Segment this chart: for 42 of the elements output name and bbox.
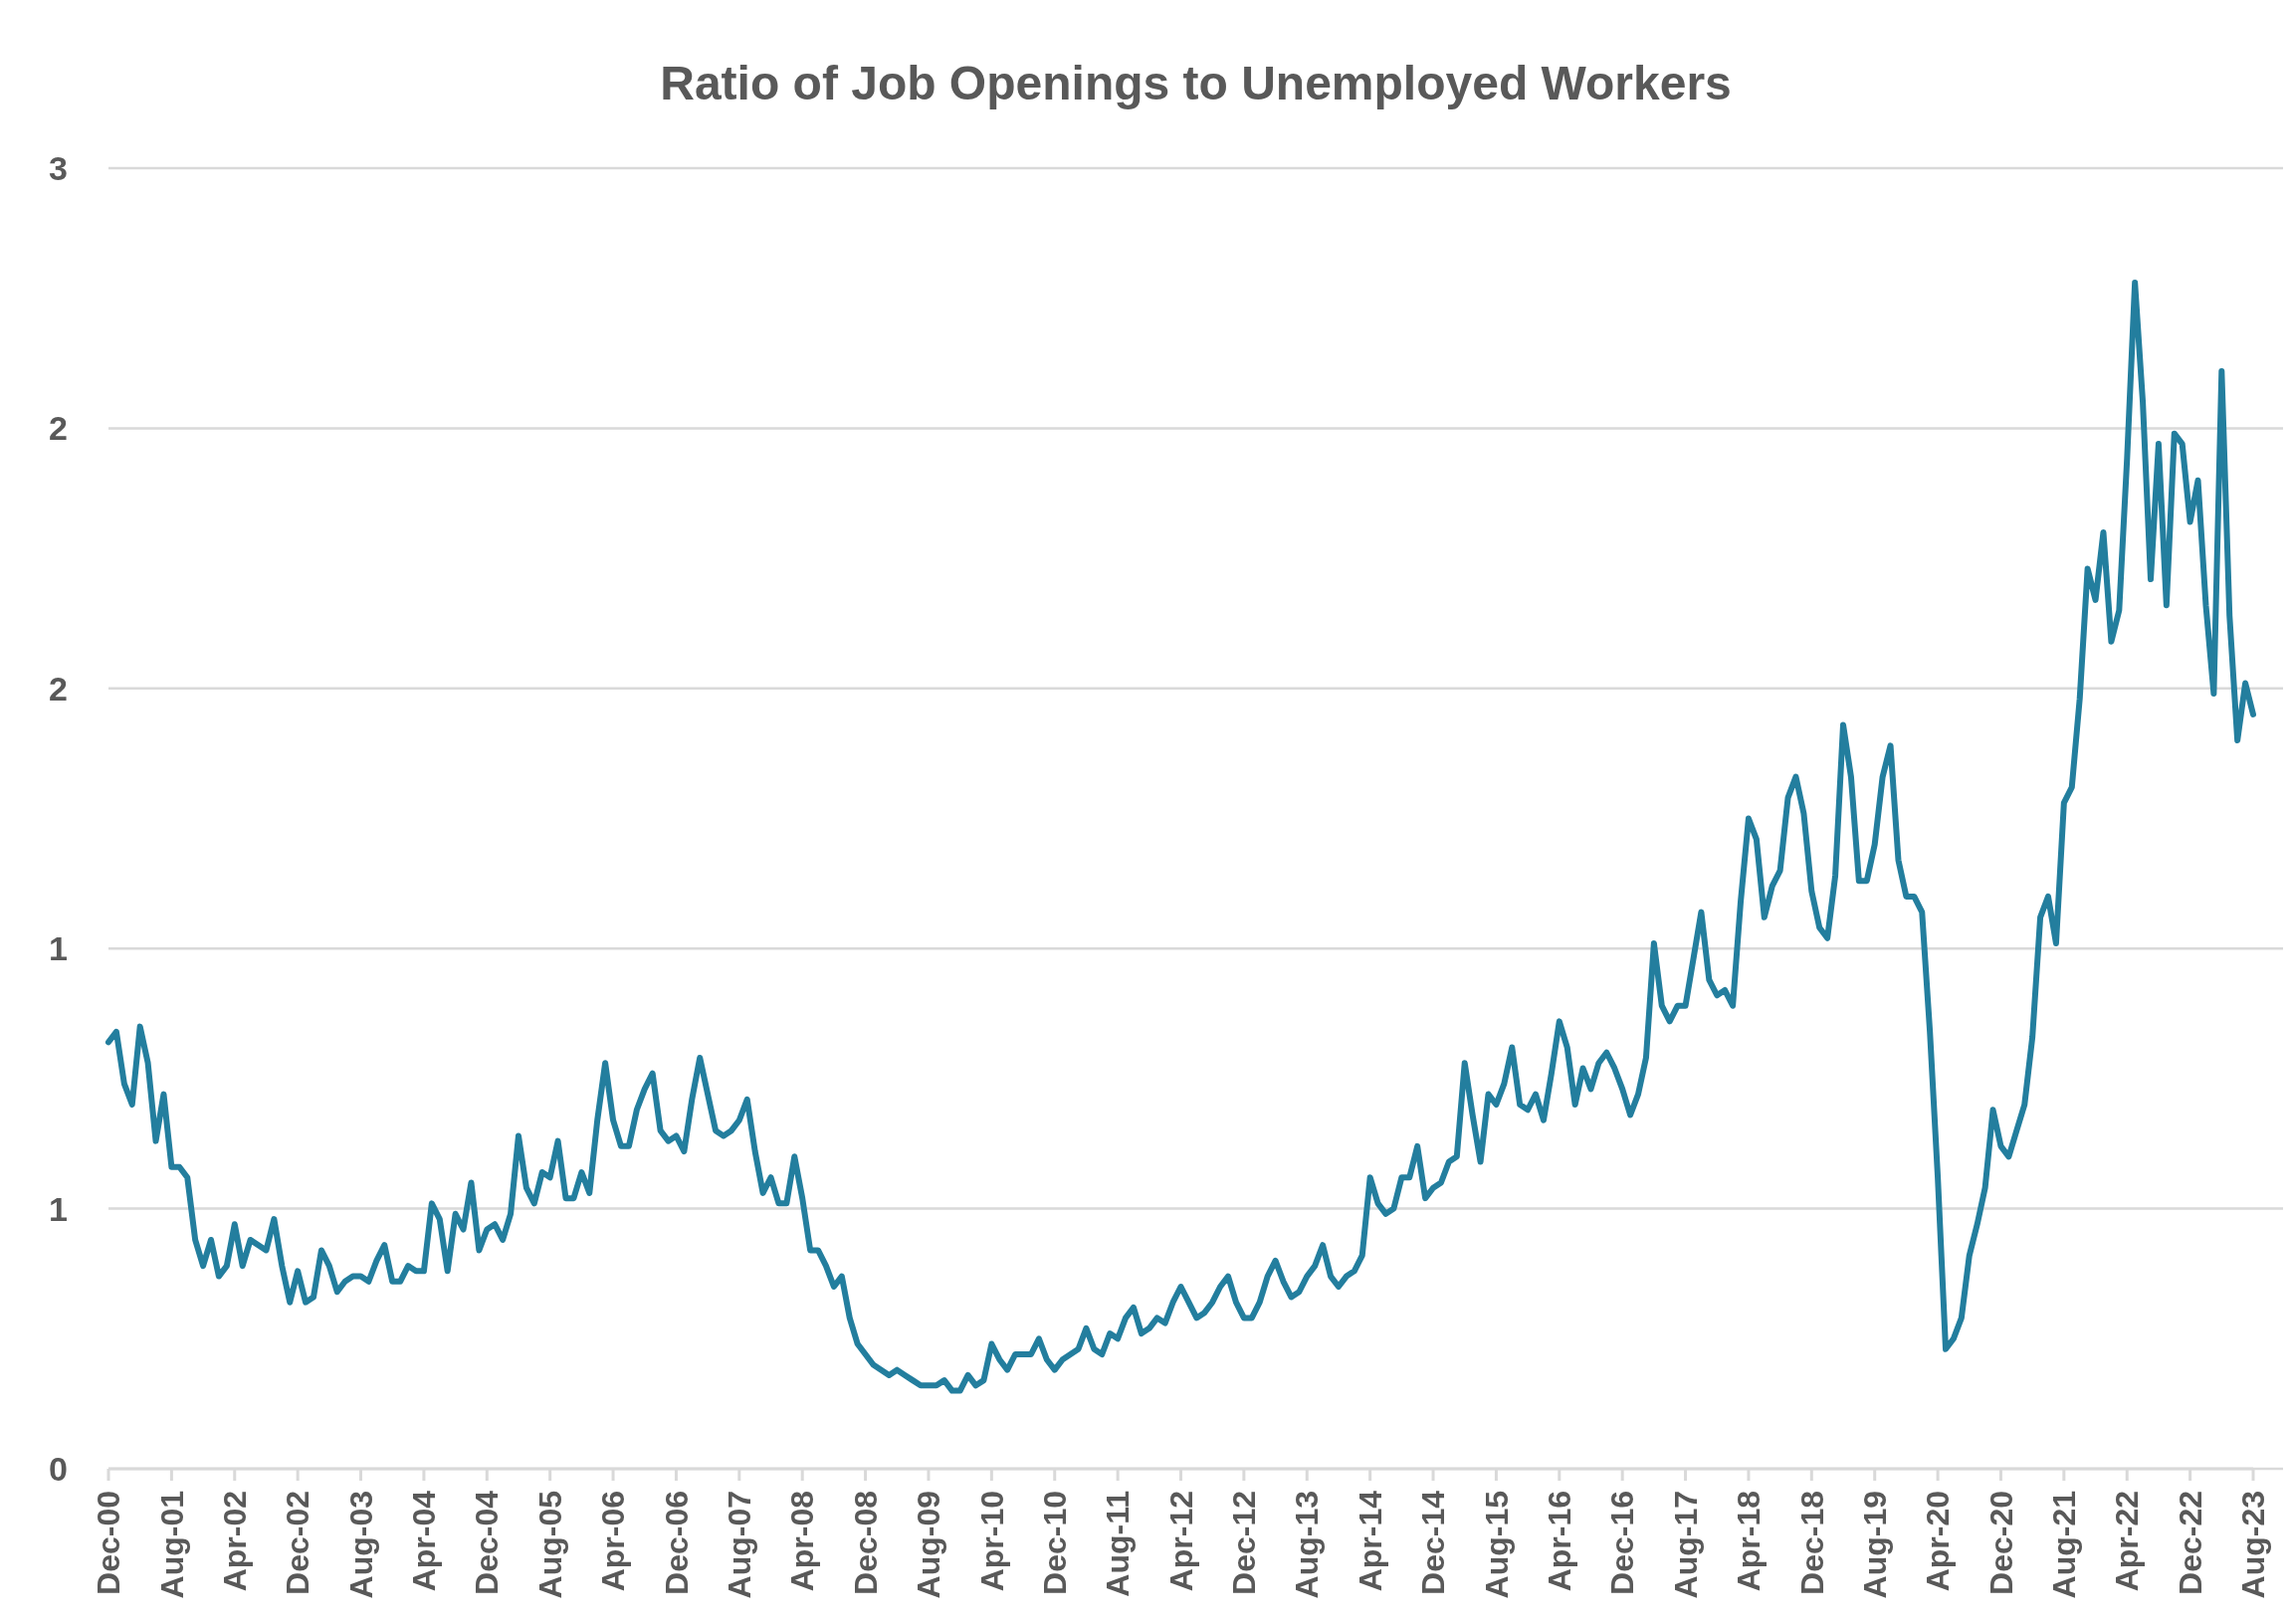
x-tick-label: Dec-22 <box>2172 1491 2208 1595</box>
x-tick-label: Apr-14 <box>1352 1490 1388 1592</box>
x-tick-label: Dec-16 <box>1604 1491 1641 1595</box>
x-tick-label: Dec-08 <box>847 1491 884 1595</box>
x-tick-label: Dec-04 <box>469 1490 506 1595</box>
x-tick-label: Apr-04 <box>406 1490 443 1592</box>
x-tick-label: Dec-14 <box>1415 1490 1452 1595</box>
x-tick-label: Apr-20 <box>1920 1491 1957 1592</box>
x-tick-label: Apr-08 <box>784 1491 821 1592</box>
y-tick-label: 3 <box>49 148 68 187</box>
x-tick-label: Dec-12 <box>1226 1491 1263 1595</box>
y-tick-label: 2 <box>49 669 68 708</box>
x-tick-label: Aug-15 <box>1478 1491 1515 1599</box>
x-tick-label: Aug-13 <box>1289 1491 1326 1599</box>
y-tick-label: 2 <box>49 409 68 448</box>
x-tick-label: Apr-22 <box>2109 1491 2146 1592</box>
x-tick-label: Aug-05 <box>531 1491 568 1599</box>
y-tick-label: 1 <box>49 1189 68 1228</box>
x-tick-label: Aug-21 <box>2046 1491 2083 1599</box>
x-tick-label: Aug-19 <box>1856 1491 1893 1599</box>
x-tick-label: Aug-23 <box>2235 1491 2272 1599</box>
x-tick-label: Dec-00 <box>91 1491 127 1595</box>
x-tick-label: Aug-01 <box>153 1491 190 1599</box>
x-tick-label: Aug-11 <box>1100 1491 1137 1597</box>
x-tick-label: Dec-20 <box>1982 1491 2019 1595</box>
x-tick-label: Apr-02 <box>216 1491 253 1592</box>
x-tick-label: Dec-10 <box>1036 1491 1073 1595</box>
x-tick-label: Aug-09 <box>911 1491 947 1599</box>
x-tick-label: Apr-10 <box>973 1491 1010 1592</box>
x-tick-label: Aug-07 <box>722 1491 758 1599</box>
x-tick-label: Aug-17 <box>1667 1491 1704 1599</box>
x-tick-label: Dec-18 <box>1793 1491 1830 1595</box>
chart-title: Ratio of Job Openings to Unemployed Workers <box>660 57 1732 109</box>
x-tick-label: Aug-03 <box>342 1491 379 1599</box>
x-tick-label: Apr-12 <box>1162 1491 1199 1592</box>
x-tick-label: Dec-06 <box>658 1491 695 1595</box>
x-tick-label: Apr-06 <box>595 1491 632 1592</box>
y-tick-label: 0 <box>49 1449 68 1488</box>
y-tick-label: 1 <box>49 929 68 968</box>
x-tick-label: Apr-16 <box>1541 1491 1577 1592</box>
x-tick-label: Apr-18 <box>1731 1491 1768 1592</box>
x-tick-label: Dec-02 <box>280 1491 316 1595</box>
